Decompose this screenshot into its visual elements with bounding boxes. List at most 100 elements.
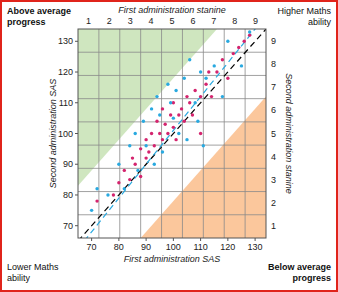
tick (200, 238, 201, 241)
point (117, 181, 120, 184)
point (153, 144, 156, 147)
frame: 7080901001101201307080901001101201301234… (0, 0, 338, 292)
grid-line (78, 52, 266, 53)
point (243, 40, 246, 43)
x2-axis-title: First administration stanine (118, 5, 226, 15)
tick (75, 194, 78, 195)
point (193, 101, 196, 104)
point (155, 95, 158, 98)
point (248, 33, 251, 36)
point (232, 52, 235, 55)
chart: 7080901001101201307080901001101201301234… (2, 2, 336, 290)
point (158, 132, 161, 135)
tick-label: 5 (169, 16, 174, 26)
point (183, 76, 186, 79)
tick-label: 7 (271, 82, 276, 92)
grid-line (245, 29, 246, 238)
grid-line (78, 98, 266, 99)
point (139, 147, 142, 150)
tick-label: 130 (248, 242, 263, 252)
tick-label: 90 (141, 242, 151, 252)
corner-label: Lower Maths (7, 262, 59, 272)
point (144, 138, 147, 141)
point (183, 120, 186, 123)
point (199, 132, 202, 135)
point (161, 150, 164, 153)
point (240, 64, 243, 67)
point (153, 163, 156, 166)
tick-label: 70 (63, 221, 73, 231)
tick-label: 100 (166, 242, 181, 252)
point (163, 123, 166, 126)
point (158, 113, 161, 116)
tick (75, 164, 78, 165)
point (123, 187, 126, 190)
corner-label: Below average (268, 262, 331, 272)
point (226, 40, 229, 43)
tick-label: 7 (211, 16, 216, 26)
point (155, 120, 158, 123)
point (177, 113, 180, 116)
point (172, 126, 175, 129)
plot-frame (78, 29, 266, 238)
grid-line (140, 29, 141, 238)
point (180, 107, 183, 110)
y-axis-title: Second administration SAS (48, 79, 58, 189)
tick (75, 225, 78, 226)
point (199, 95, 202, 98)
point (204, 83, 207, 86)
point (134, 163, 137, 166)
tick-label: 100 (58, 129, 73, 139)
grid-line (203, 29, 204, 238)
grid-line (78, 75, 266, 76)
point (226, 76, 229, 79)
corner-label: progress (7, 17, 46, 27)
corner-label: Higher Maths (277, 6, 331, 16)
grid-line (182, 29, 183, 238)
point (144, 156, 147, 159)
corner-label: ability (308, 17, 332, 27)
point (139, 175, 142, 178)
point (185, 138, 188, 141)
point (193, 89, 196, 92)
point (169, 113, 172, 116)
point (191, 113, 194, 116)
point (128, 178, 131, 181)
point (221, 58, 224, 61)
tick (75, 72, 78, 73)
corner-label: progress (292, 273, 331, 283)
tick-label: 6 (190, 16, 195, 26)
point (131, 156, 134, 159)
tick-label: 2 (271, 198, 276, 208)
point (188, 101, 191, 104)
tick-label: 6 (271, 105, 276, 115)
point (221, 95, 224, 98)
point (161, 107, 164, 110)
point (172, 116, 175, 119)
point (196, 120, 199, 123)
tick (146, 238, 147, 241)
tick-label: 9 (253, 16, 258, 26)
point (248, 30, 251, 33)
point (150, 107, 153, 110)
point (204, 76, 207, 79)
point (112, 193, 115, 196)
tick-label: 70 (87, 242, 97, 252)
tick-label: 110 (59, 98, 73, 108)
grid-line (78, 145, 266, 146)
point (128, 144, 131, 147)
point (142, 120, 145, 123)
tick-label: 5 (271, 129, 276, 139)
tick-label: 3 (128, 16, 133, 26)
point (166, 83, 169, 86)
tick-label: 2 (107, 16, 112, 26)
point (147, 150, 150, 153)
point (95, 199, 98, 202)
point (90, 209, 93, 212)
point (213, 64, 216, 67)
point (169, 101, 172, 104)
tick (255, 238, 256, 241)
corner-label: Above average (7, 6, 71, 16)
tick-label: 4 (271, 152, 276, 162)
point (188, 58, 191, 61)
